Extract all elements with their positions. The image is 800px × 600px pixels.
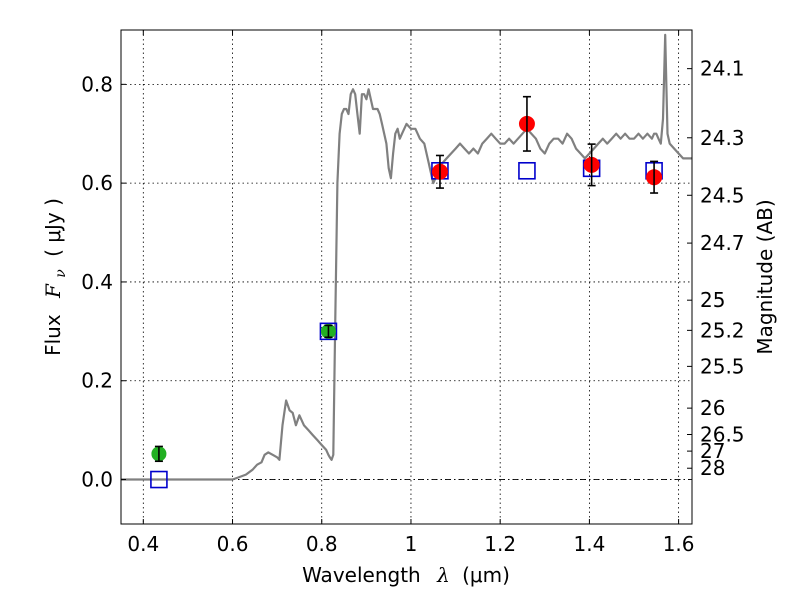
plot-frame	[120, 29, 693, 525]
y2-tick-label: 26.5	[700, 422, 745, 446]
x-axis-label-math: λ	[436, 563, 450, 587]
x-tick-label: 1	[405, 532, 418, 556]
model-flux-square-marker	[319, 322, 338, 341]
tick-layer: 0.4 0.6 0.8 1 1.2 1.4 1.6 0.0 0.2 0.4 0.6 0.8 24.1 24…	[81, 30, 745, 556]
y-tick-label: 0.6	[81, 171, 113, 195]
series-layer	[121, 33, 692, 489]
y2-tick-label: 25	[700, 288, 725, 312]
x-tick-label: 1.4	[573, 532, 605, 556]
x-axis-label-unit: (μm)	[462, 563, 510, 587]
x-tick-label: 1.6	[663, 532, 695, 556]
x-tick-label: 0.6	[217, 532, 249, 556]
y2-tick-label: 26	[700, 396, 725, 420]
y-axis-label-math-sub: ν	[53, 269, 69, 278]
y-axis-label-unit: ( μJy )	[41, 198, 65, 257]
y-tick-label: 0.4	[81, 270, 113, 294]
model-spectrum-line	[121, 33, 692, 481]
model-flux-square-marker	[518, 161, 536, 180]
y2-tick-label: 24.7	[700, 231, 745, 255]
y-tick-label: 0.8	[81, 72, 113, 96]
x-tick-label: 1.2	[484, 532, 516, 556]
y-tick-label: 0.2	[81, 369, 113, 393]
y2-tick-label: 24.5	[700, 183, 745, 207]
y2-tick-label: 25.2	[700, 318, 745, 342]
y2-tick-label: 28	[700, 456, 725, 480]
model-flux-square-marker	[150, 470, 168, 489]
y2-tick-label: 27	[700, 439, 725, 463]
y2-axis-label: Magnitude (AB)	[753, 199, 777, 354]
grid-layer	[121, 30, 692, 524]
y-axis-label-math: F	[41, 283, 65, 299]
x-tick-label: 0.4	[127, 532, 159, 556]
y2-tick-label: 25.5	[700, 354, 745, 378]
y-axis-label-text: Flux	[41, 314, 65, 356]
y2-tick-label: 24.1	[700, 57, 745, 81]
y2-tick-label: 24.3	[700, 126, 745, 150]
x-tick-label: 0.8	[306, 532, 338, 556]
y-axis-label: Flux F ν ( μJy )	[41, 198, 70, 356]
y-tick-label: 0.0	[81, 468, 113, 492]
x-axis-label-text: Wavelength	[302, 563, 421, 587]
x-axis-label: Wavelength λ (μm)	[302, 563, 510, 587]
